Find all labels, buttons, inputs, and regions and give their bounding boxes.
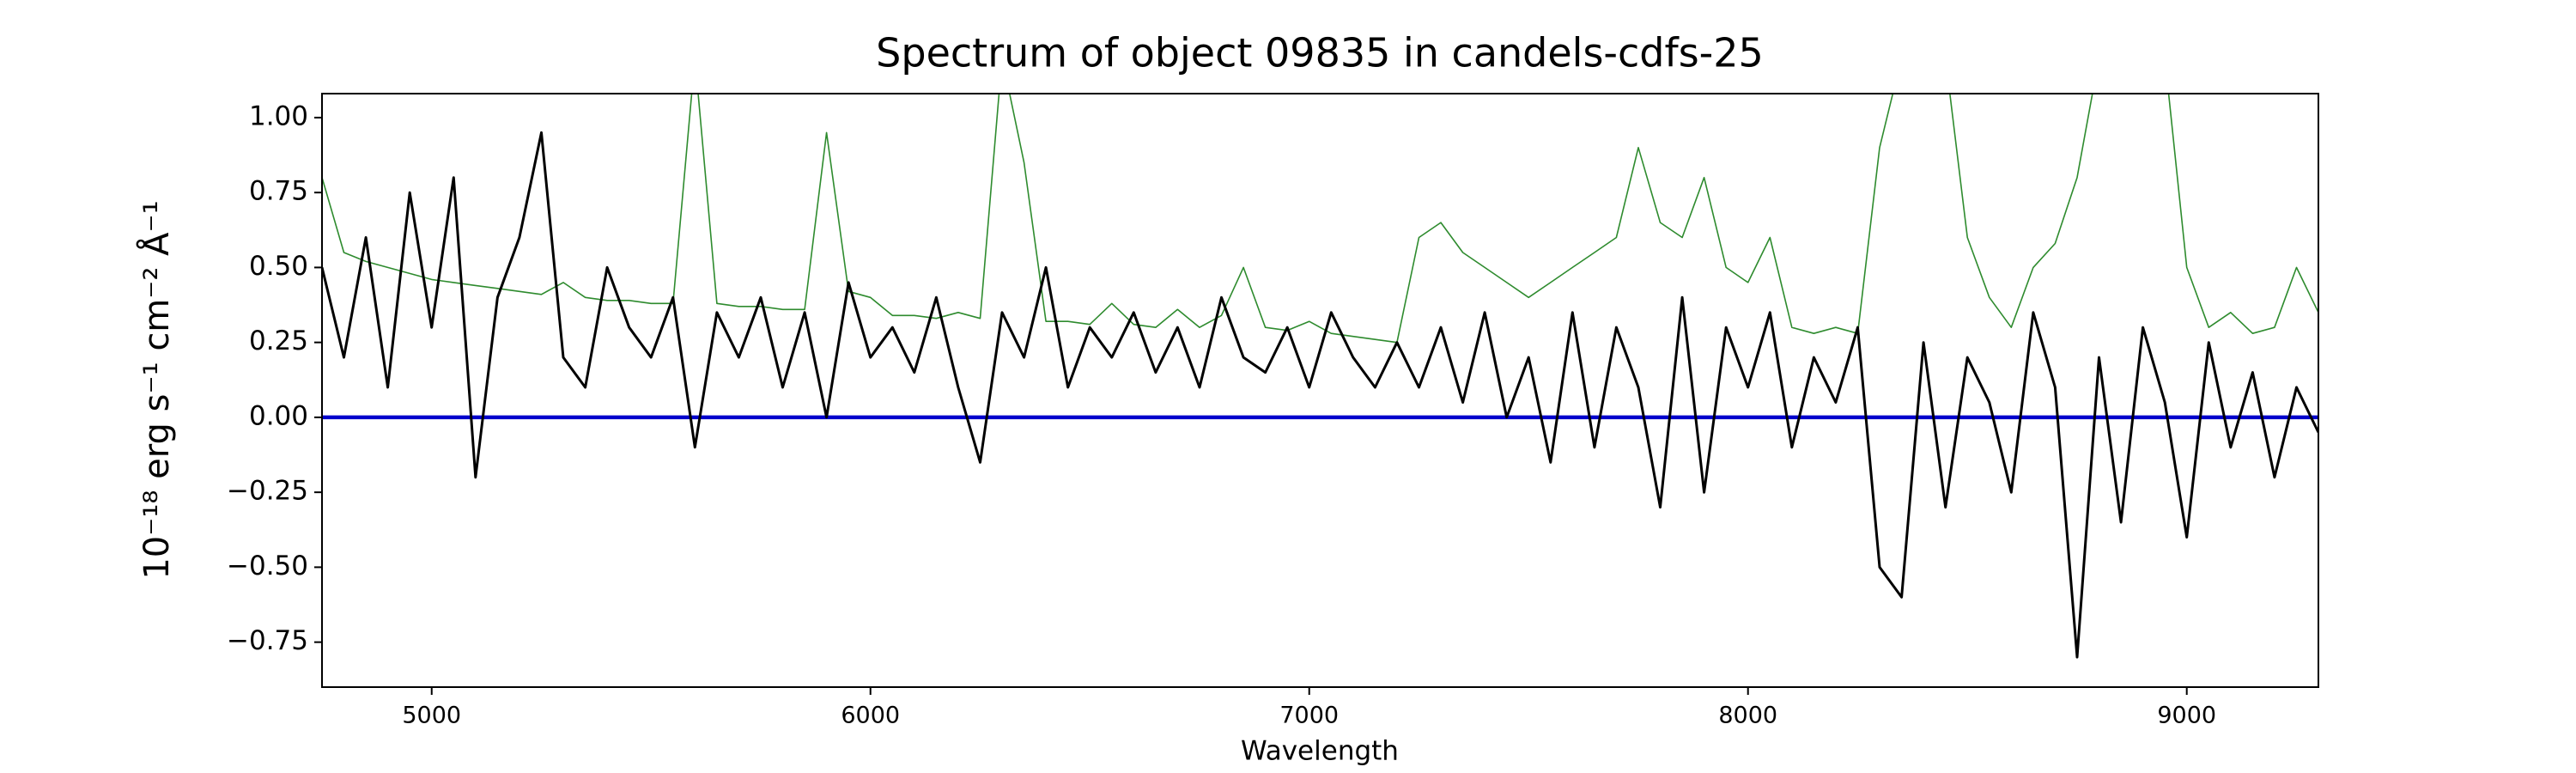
y-tick-label: 0.25: [249, 326, 308, 356]
y-axis-label: 10⁻¹⁸ erg s⁻¹ cm⁻² Å⁻¹: [136, 200, 177, 579]
y-tick-label: −0.75: [227, 625, 308, 656]
y-tick-label: 1.00: [249, 100, 308, 131]
spectrum-line: [322, 131, 2318, 659]
x-tick-label: 7000: [1279, 703, 1339, 729]
axes-frame: [321, 93, 2319, 688]
y-tick-label: 0.00: [249, 400, 308, 431]
x-tick-label: 8000: [1718, 703, 1777, 729]
x-axis-label: Wavelength: [1241, 736, 1399, 767]
y-tick-label: −0.50: [227, 551, 308, 581]
chart-title: Spectrum of object 09835 in candels-cdfs…: [876, 30, 1764, 76]
y-tick-label: −0.25: [227, 476, 308, 507]
y-tick-label: 0.50: [249, 251, 308, 282]
x-tick-label: 5000: [402, 703, 461, 729]
x-tick-label: 9000: [2157, 703, 2216, 729]
y-tick-label: 0.75: [249, 176, 308, 207]
spectrum-line: [322, 94, 2318, 344]
x-tick-label: 6000: [841, 703, 900, 729]
plot-area: [322, 94, 2318, 659]
